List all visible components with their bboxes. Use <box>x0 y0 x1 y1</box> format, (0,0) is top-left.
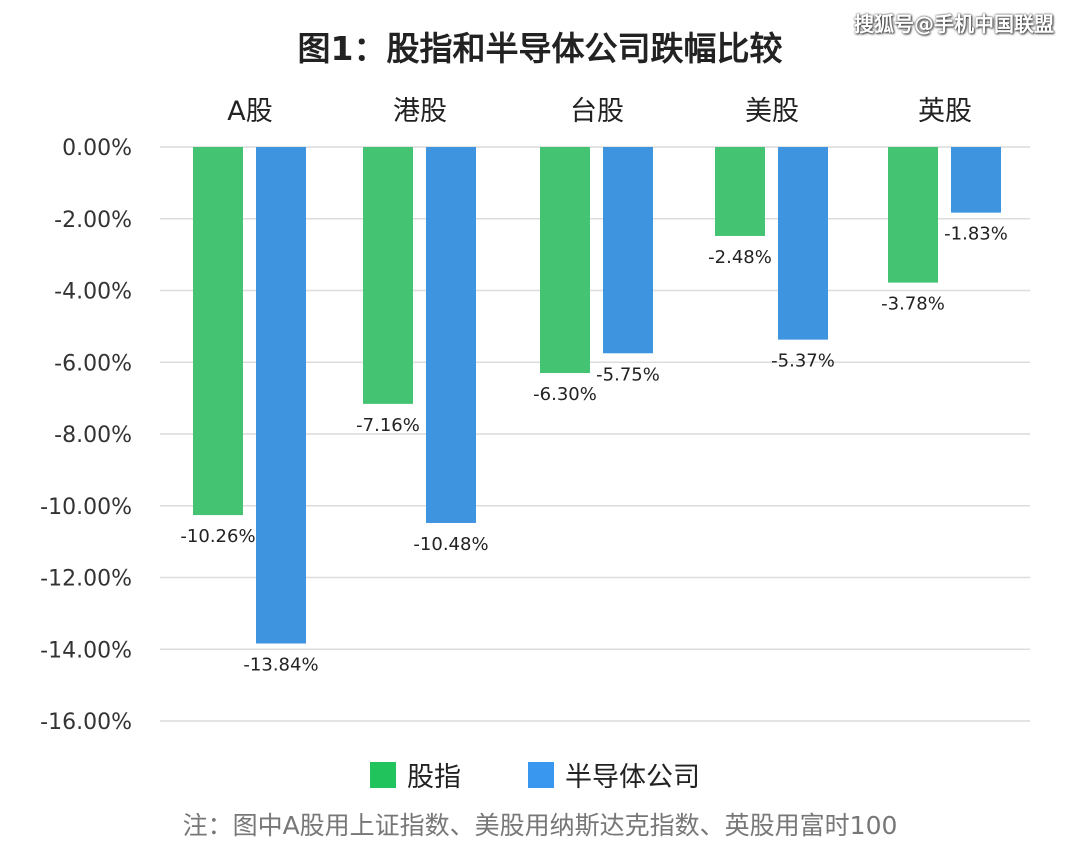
bar-index <box>193 147 243 516</box>
y-tick-label: -16.00% <box>40 710 132 735</box>
chart-title: 图1：股指和半导体公司跌幅比较 <box>297 29 783 68</box>
bar-semiconductor <box>603 147 653 354</box>
data-label: -7.16% <box>356 415 420 436</box>
bar-index <box>715 147 765 236</box>
category-label: 港股 <box>393 96 447 127</box>
watermark: 搜狐号@手机中国联盟 <box>854 12 1054 36</box>
legend-swatch <box>528 762 554 788</box>
data-label: -2.48% <box>708 247 772 268</box>
bar-semiconductor <box>951 147 1001 213</box>
legend-label: 股指 <box>407 762 461 793</box>
category-label: 美股 <box>745 96 799 127</box>
data-label: -13.84% <box>243 655 318 676</box>
category-label: A股 <box>227 96 272 127</box>
bar-semiconductor <box>778 147 828 340</box>
category-label: 台股 <box>570 96 624 127</box>
data-label: -1.83% <box>944 224 1008 245</box>
y-tick-label: 0.00% <box>62 136 132 161</box>
data-label: -5.75% <box>596 364 660 385</box>
data-label: -10.48% <box>413 534 488 555</box>
category-label: 英股 <box>918 96 972 127</box>
bar-index <box>888 147 938 283</box>
data-label: -6.30% <box>533 384 597 405</box>
y-tick-label: -10.00% <box>40 495 132 520</box>
bar-semiconductor <box>256 147 306 644</box>
data-label: -3.78% <box>881 294 945 315</box>
y-tick-label: -8.00% <box>54 423 132 448</box>
bar-index <box>363 147 413 404</box>
data-label: -5.37% <box>771 351 835 372</box>
footnote: 注：图中A股用上证指数、美股用纳斯达克指数、英股用富时100 <box>182 811 898 840</box>
bar-index <box>540 147 590 374</box>
data-label: -10.26% <box>180 526 255 547</box>
y-tick-label: -2.00% <box>54 208 132 233</box>
legend-label: 半导体公司 <box>565 762 700 793</box>
legend-swatch <box>370 762 396 788</box>
y-tick-label: -4.00% <box>54 280 132 305</box>
y-tick-label: -6.00% <box>54 351 132 376</box>
y-tick-label: -12.00% <box>40 567 132 592</box>
y-tick-label: -14.00% <box>40 638 132 663</box>
bar-semiconductor <box>426 147 476 523</box>
